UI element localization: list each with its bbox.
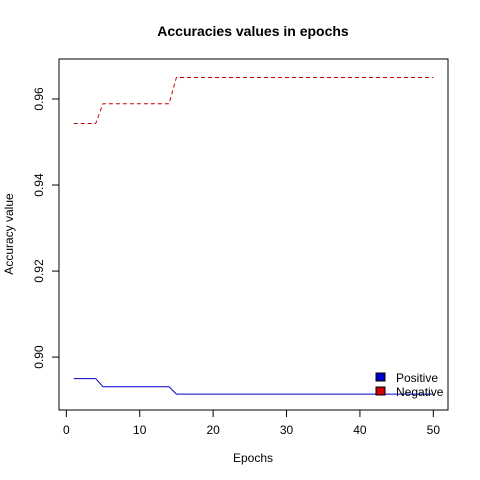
x-tick-label: 10 (133, 423, 147, 437)
x-tick-label: 20 (206, 423, 220, 437)
chart-title: Accuracies values in epochs (157, 23, 349, 39)
legend-swatch-negative (375, 386, 386, 396)
x-tick-label: 0 (63, 423, 70, 437)
x-axis-label: Epochs (233, 451, 273, 465)
y-axis-label: Accuracy value (2, 193, 16, 275)
x-tick-label: 30 (280, 423, 294, 437)
x-axis: 0 10 20 30 40 50 (63, 409, 441, 437)
series-layer (73, 77, 434, 395)
y-tick-label: 0.92 (32, 259, 46, 283)
y-axis: 0.90 0.92 0.94 0.96 (32, 87, 60, 369)
legend-label-positive: Positive (396, 371, 438, 385)
x-tick-label: 50 (427, 423, 441, 437)
y-tick-label: 0.94 (32, 173, 46, 197)
series-line-positive (73, 378, 434, 395)
series-line-negative (73, 77, 434, 124)
y-tick-label: 0.96 (32, 87, 46, 111)
plot-frame (58, 58, 449, 411)
legend-swatch-positive (375, 372, 386, 382)
x-tick-label: 40 (353, 423, 367, 437)
y-tick-label: 0.90 (32, 345, 46, 369)
legend-label-negative: Negative (396, 385, 444, 399)
